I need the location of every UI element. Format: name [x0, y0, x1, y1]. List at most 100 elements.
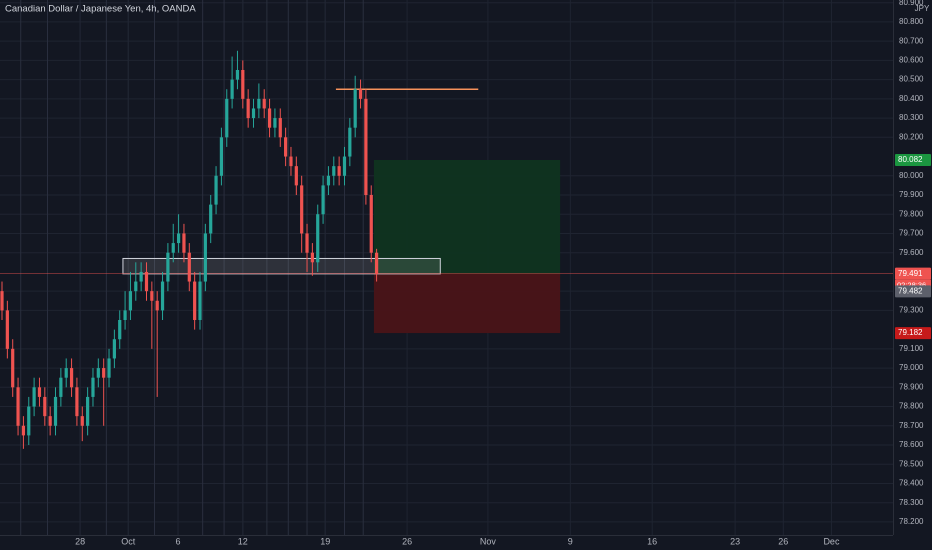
candle-body [11, 348, 15, 388]
x-tick-label: Oct [121, 536, 136, 546]
stop-zone [373, 273, 561, 334]
candle-body [187, 252, 191, 282]
y-tick-label: 78.500 [899, 459, 924, 468]
candle-body [267, 108, 272, 128]
candle-body [326, 175, 331, 186]
axes: 78.200 78.300 78.400 78.500 78.600 78.700 78.8… [75, 0, 931, 546]
candle-body [0, 291, 4, 311]
candles [0, 50, 379, 449]
x-tick-label: Nov [480, 536, 497, 546]
candle-body [128, 291, 133, 311]
candle-body [69, 368, 74, 388]
candle-body [171, 243, 175, 253]
x-tick-label: Dec [823, 536, 840, 546]
y-tick-label: 78.300 [899, 498, 924, 507]
candle-body [364, 98, 368, 195]
target-zone [373, 160, 561, 274]
candle-body [107, 358, 111, 378]
candle-body [75, 387, 79, 417]
candle-body [91, 377, 95, 397]
candle-body [5, 310, 9, 349]
candle-body [289, 156, 293, 167]
candle-body [64, 368, 68, 378]
candle-body [53, 396, 58, 426]
candle-body [16, 387, 20, 426]
support-zone [122, 257, 441, 275]
y-tick-label: 80.200 [899, 132, 924, 141]
bid-price-badge: 79.482 [898, 286, 923, 295]
y-tick-label: 79.700 [899, 229, 924, 238]
candle-body [305, 233, 309, 253]
candle-body [246, 98, 250, 119]
candle-body [310, 252, 314, 263]
candle-body [321, 185, 325, 215]
candle-body [300, 185, 304, 234]
candle-body [294, 166, 298, 186]
candle-body [27, 406, 31, 436]
x-tick-label: 26 [778, 536, 788, 546]
candle-body [193, 281, 197, 320]
candle-body [219, 137, 224, 176]
candle-body [21, 425, 26, 436]
candle-body [358, 89, 363, 99]
candle-body [139, 271, 143, 282]
y-tick-label: 78.800 [899, 402, 924, 411]
candle-body [203, 233, 207, 282]
x-tick-label: 28 [75, 536, 85, 546]
y-tick-label: 80.800 [899, 17, 924, 26]
candle-body [348, 127, 352, 157]
last-price-badge-bg [895, 267, 931, 280]
candle-body [155, 300, 159, 311]
stop-price-badge: 79.182 [898, 328, 923, 337]
candle-body [251, 108, 256, 119]
x-tick-label: 23 [730, 536, 740, 546]
candle-body [32, 387, 36, 407]
candle-body [337, 166, 341, 176]
y-tick-label: 80.000 [899, 171, 924, 180]
y-tick-label: 80.900 [899, 0, 924, 7]
candle-body [273, 118, 277, 128]
candle-body [96, 368, 100, 378]
stop-price-badge-bg [895, 327, 931, 340]
candle-body [374, 252, 379, 274]
y-tick-label: 78.700 [899, 421, 924, 430]
y-tick-label: 78.600 [899, 440, 924, 449]
candle-body [150, 291, 154, 301]
candle-body [123, 310, 127, 320]
candle-body [102, 368, 106, 378]
y-tick-label: 80.500 [899, 75, 924, 84]
candle-body [182, 233, 186, 253]
candle-body [342, 156, 347, 176]
candle-body [278, 118, 282, 138]
chart-title: Canadian Dollar / Japanese Yen, 4h, OAND… [5, 4, 196, 15]
y-tick-label: 79.900 [899, 190, 924, 199]
y-tick-label: 78.400 [899, 479, 924, 488]
candle-body [160, 281, 165, 311]
x-tick-label: 26 [402, 536, 412, 546]
candle-body [214, 175, 218, 205]
grid [0, 0, 893, 535]
x-tick-label: 16 [647, 536, 657, 546]
y-tick-label: 79.800 [899, 209, 924, 218]
candle-body [235, 70, 240, 80]
candle-body [257, 98, 261, 109]
candle-body [48, 416, 52, 426]
candle-body [37, 387, 42, 397]
y-tick-label: 79.600 [899, 248, 924, 257]
candle-body [316, 214, 320, 263]
bid-price-badge-bg [895, 285, 931, 298]
y-tick-label: 80.400 [899, 94, 924, 103]
y-tick-label: 80.700 [899, 36, 924, 45]
x-tick-label: 19 [320, 536, 330, 546]
drawings [0, 88, 893, 334]
candle-body [112, 339, 116, 359]
candle-body [59, 377, 63, 397]
candle-body [209, 204, 213, 234]
y-tick-label: 79.100 [899, 344, 924, 353]
y-tick-label: 79.300 [899, 305, 924, 314]
y-tick-label: 78.900 [899, 382, 924, 391]
countdown: 02:28:36 [897, 281, 926, 290]
target-price-badge: 80.082 [898, 155, 923, 164]
currency-label: JPY [915, 4, 930, 13]
